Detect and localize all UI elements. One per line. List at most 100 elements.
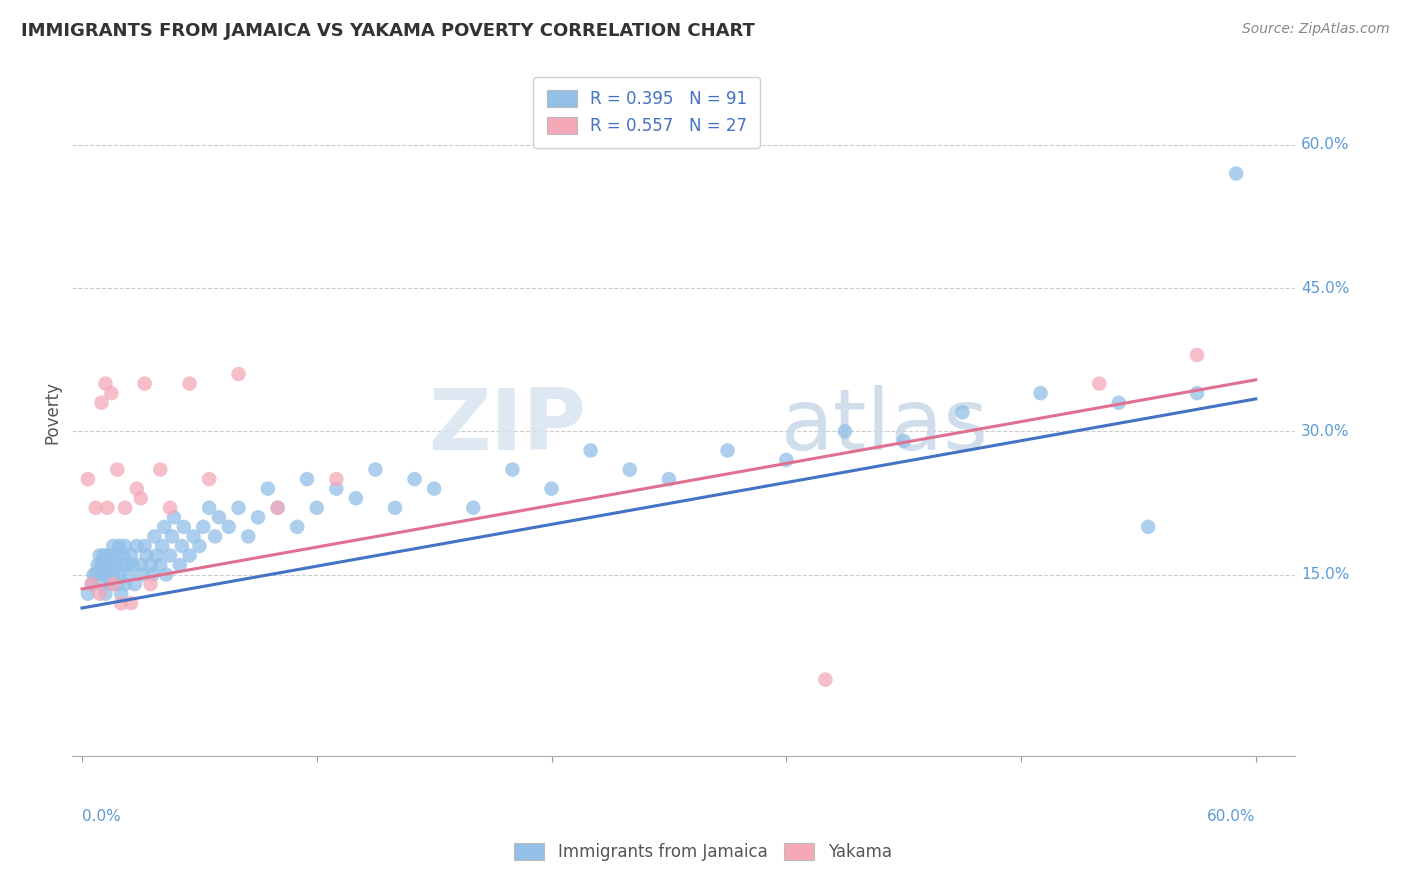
Point [143,529,166,543]
Point [834,425,856,439]
Point [134,376,156,391]
Point [122,558,145,572]
Point [89,587,111,601]
Point [110,558,132,572]
Point [131,567,153,582]
Legend: R = 0.395   N = 91, R = 0.557   N = 27: R = 0.395 N = 91, R = 0.557 N = 27 [533,77,761,148]
Point [139,558,162,572]
Point [619,462,641,476]
Y-axis label: Poverty: Poverty [44,381,60,443]
Text: 0.0%: 0.0% [82,808,121,823]
Text: 60.0%: 60.0% [1208,808,1256,823]
Point [115,558,138,572]
Point [94,376,117,391]
Point [950,405,973,419]
Point [149,558,172,572]
Point [160,529,183,543]
Point [96,500,118,515]
Point [145,549,167,563]
Point [198,472,221,486]
Point [364,462,387,476]
Point [86,558,108,572]
Point [100,386,122,401]
Point [135,549,157,563]
Point [80,577,103,591]
Point [188,539,211,553]
Point [501,462,523,476]
Point [108,567,131,582]
Point [94,558,117,572]
Point [104,558,127,572]
Point [228,367,250,381]
Point [114,577,136,591]
Point [103,539,125,553]
Text: 30.0%: 30.0% [1301,424,1350,439]
Point [103,577,125,591]
Text: 45.0%: 45.0% [1301,281,1350,295]
Point [658,472,681,486]
Point [110,587,132,601]
Text: IMMIGRANTS FROM JAMAICA VS YAKAMA POVERTY CORRELATION CHART: IMMIGRANTS FROM JAMAICA VS YAKAMA POVERT… [21,22,755,40]
Point [112,549,135,563]
Point [90,577,112,591]
Point [93,549,115,563]
Text: 60.0%: 60.0% [1301,137,1350,153]
Point [153,520,176,534]
Point [134,539,156,553]
Point [404,472,426,486]
Point [89,549,111,563]
Point [238,529,260,543]
Point [120,549,142,563]
Point [1108,395,1130,409]
Point [149,462,172,476]
Point [141,567,163,582]
Point [77,472,100,486]
Point [96,567,118,582]
Point [579,443,602,458]
Point [93,567,115,582]
Point [463,500,485,515]
Point [84,500,107,515]
Point [1225,167,1247,181]
Text: 15.0%: 15.0% [1301,567,1350,582]
Point [96,549,118,563]
Point [325,472,347,486]
Point [1185,386,1208,401]
Point [84,567,107,582]
Point [90,558,112,572]
Point [1185,348,1208,362]
Point [98,558,121,572]
Point [247,510,270,524]
Point [114,539,136,553]
Point [105,549,128,563]
Point [893,434,915,448]
Point [775,453,797,467]
Point [100,577,122,591]
Point [179,549,201,563]
Point [285,520,308,534]
Point [139,577,162,591]
Point [179,376,201,391]
Point [90,395,112,409]
Point [204,529,226,543]
Point [94,587,117,601]
Point [208,510,231,524]
Point [170,539,193,553]
Point [83,567,105,582]
Point [120,596,142,610]
Point [228,500,250,515]
Point [266,500,288,515]
Point [257,482,280,496]
Point [423,482,446,496]
Text: ZIP: ZIP [427,384,586,467]
Point [1029,386,1052,401]
Point [344,491,367,506]
Point [218,520,240,534]
Legend: Immigrants from Jamaica, Yakama: Immigrants from Jamaica, Yakama [501,830,905,875]
Point [100,549,122,563]
Point [129,558,152,572]
Point [266,500,288,515]
Point [325,482,347,496]
Point [183,529,205,543]
Point [125,482,148,496]
